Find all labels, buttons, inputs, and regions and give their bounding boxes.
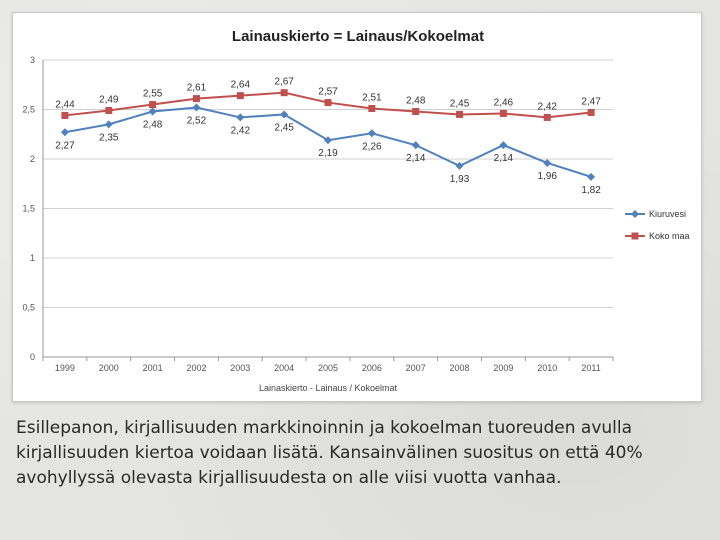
data-point [149, 101, 157, 109]
data-label: 2,19 [318, 148, 338, 159]
data-point [587, 108, 595, 116]
data-label: 2,51 [362, 93, 382, 104]
x-tick-label: 1999 [55, 363, 75, 373]
data-point [411, 141, 420, 150]
x-tick-label: 2007 [406, 363, 426, 373]
axes: 0 0,5 1 1,5 2 2,5 3 1999 2000 2001 2002 2003 2004 200… [22, 55, 614, 373]
gridlines [43, 59, 613, 358]
caption-text: Esillepanon, kirjallisuuden markkinoinni… [16, 418, 643, 488]
data-label: 2,48 [406, 95, 426, 106]
data-label: 2,47 [581, 96, 601, 107]
x-tick-label: 2001 [143, 363, 163, 373]
x-tick-label: 2006 [362, 363, 382, 373]
data-label: 2,26 [362, 141, 382, 152]
data-point [280, 89, 288, 97]
data-point [104, 120, 113, 129]
data-point [192, 103, 201, 112]
data-label: 2,67 [274, 77, 294, 88]
x-tick-label: 2005 [318, 363, 338, 373]
y-tick-label: 3 [30, 55, 35, 65]
data-label: 2,35 [99, 132, 119, 143]
y-tick-label: 1,5 [22, 204, 35, 214]
data-label: 2,44 [55, 99, 75, 110]
data-point [412, 107, 420, 115]
x-tick-label: 2009 [493, 363, 513, 373]
chart-card: Lainauskierto = Lainaus/Kokoelmat 0 0,5 1 1… [12, 12, 702, 402]
chart-title: Lainauskierto = Lainaus/Kokoelmat [232, 28, 484, 45]
x-tick-label: 2004 [274, 363, 294, 373]
y-tick-label: 0 [30, 352, 35, 362]
legend-label: Koko maa [649, 231, 690, 241]
data-label: 2,42 [537, 101, 557, 112]
line-chart: Lainauskierto = Lainaus/Kokoelmat 0 0,5 1 1… [22, 28, 690, 393]
data-point [543, 113, 551, 121]
legend-label: Kiuruvesi [649, 209, 686, 219]
data-label: 2,49 [99, 94, 119, 105]
data-point [236, 92, 244, 100]
data-point [499, 141, 508, 150]
data-point [61, 111, 69, 119]
x-axis-title: Lainaskierto - Lainaus / Kokoelmat [259, 383, 398, 393]
x-tick-label: 2002 [186, 363, 206, 373]
data-label: 2,48 [143, 119, 163, 130]
x-tick-label: 2010 [537, 363, 557, 373]
y-tick-label: 1 [30, 253, 35, 263]
data-label: 1,96 [537, 171, 557, 182]
data-point [324, 99, 332, 107]
legend-marker [631, 210, 639, 218]
data-point [587, 172, 596, 181]
data-point [148, 107, 157, 116]
x-tick-label: 2000 [99, 363, 119, 373]
data-point [60, 128, 69, 137]
y-tick-label: 0,5 [22, 303, 35, 313]
data-point [543, 158, 552, 167]
data-label: 2,14 [494, 153, 514, 164]
y-tick-label: 2 [30, 154, 35, 164]
data-label: 2,57 [318, 87, 338, 98]
data-labels: 2,44 2,49 2,55 2,61 2,64 2,67 2,57 2,51 2,48 2,45… [55, 77, 601, 196]
data-label: 2,45 [274, 122, 294, 133]
legend: Kiuruvesi Koko maa [625, 209, 690, 241]
data-label: 2,46 [494, 97, 514, 108]
legend-marker [631, 232, 639, 240]
data-point [324, 136, 332, 145]
data-point [455, 161, 464, 170]
x-tick-label: 2008 [450, 363, 470, 373]
data-label: 2,42 [231, 125, 251, 136]
data-label: 2,61 [187, 83, 207, 94]
data-point [367, 129, 376, 138]
data-label: 1,93 [450, 174, 470, 185]
y-tick-label: 2,5 [22, 105, 35, 115]
x-tick-label: 2011 [581, 363, 600, 373]
data-point [192, 95, 200, 103]
data-point [105, 106, 113, 114]
data-point [499, 109, 507, 117]
series-lines [60, 89, 596, 181]
data-point [236, 113, 245, 122]
data-label: 2,64 [231, 80, 251, 91]
data-point [456, 110, 464, 118]
data-label: 2,27 [55, 140, 75, 151]
data-point [280, 110, 289, 119]
data-point [368, 105, 376, 113]
data-label: 2,55 [143, 89, 163, 100]
data-label: 2,14 [406, 153, 426, 164]
x-tick-label: 2003 [230, 363, 250, 373]
data-label: 1,82 [581, 185, 601, 196]
data-label: 2,52 [187, 116, 207, 127]
data-label: 2,45 [450, 98, 470, 109]
